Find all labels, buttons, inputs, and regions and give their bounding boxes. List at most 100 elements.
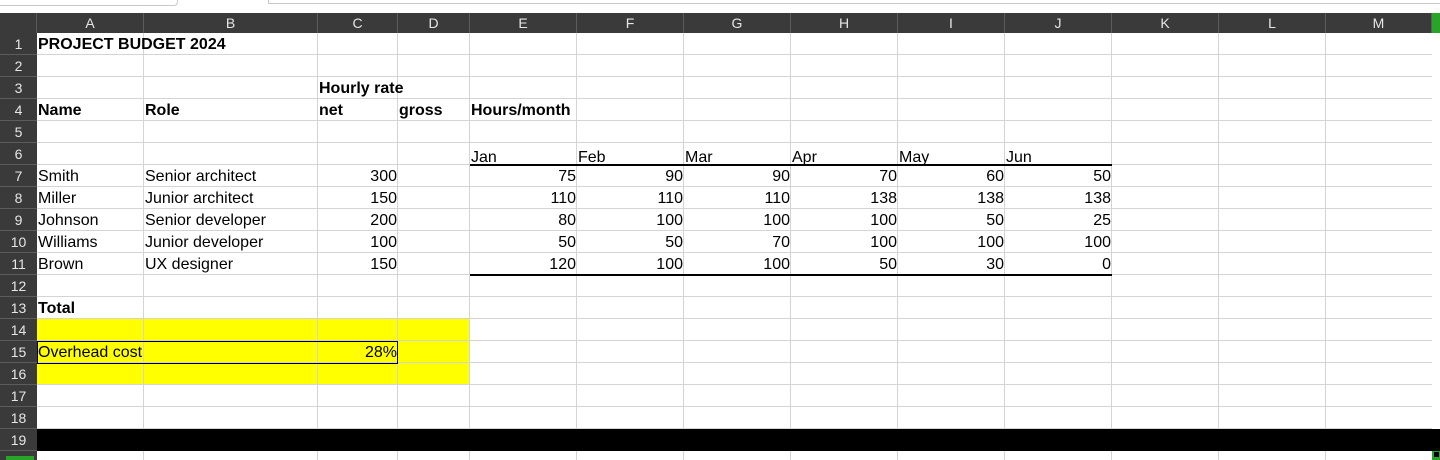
grid-cell-I18[interactable] — [898, 407, 1005, 429]
grid-cell-M17[interactable] — [1326, 385, 1432, 407]
cell-H8[interactable]: 138 — [870, 190, 897, 207]
row-header-11[interactable]: 11 — [0, 253, 37, 275]
grid-cell-K7[interactable] — [1112, 165, 1219, 187]
grid-cell-E7[interactable] — [470, 165, 577, 187]
grid-cell-D13[interactable] — [398, 297, 470, 319]
grid-cell-G7[interactable] — [684, 165, 791, 187]
grid-cell-L6[interactable] — [1219, 143, 1326, 165]
grid-cell-L10[interactable] — [1219, 231, 1326, 253]
grid-cell-J2[interactable] — [1005, 55, 1112, 77]
row-header-10[interactable]: 10 — [0, 231, 37, 253]
grid-cell-E9[interactable] — [470, 209, 577, 231]
grid-cell-C9[interactable] — [318, 209, 398, 231]
cell-H7[interactable]: 70 — [879, 168, 897, 185]
cell-I11[interactable]: 30 — [986, 256, 1004, 273]
grid-cell-B17[interactable] — [144, 385, 318, 407]
grid-cell-C17[interactable] — [318, 385, 398, 407]
cell-C7[interactable]: 300 — [370, 168, 397, 185]
cell-J7[interactable]: 50 — [1093, 168, 1111, 185]
grid-cell-D6[interactable] — [398, 143, 470, 165]
grid-cell-L14[interactable] — [1219, 319, 1326, 341]
grid-cell-B15[interactable] — [144, 341, 318, 363]
cell-H10[interactable]: 100 — [870, 234, 897, 251]
cell-A11[interactable]: Brown — [38, 256, 84, 273]
grid-cell-J16[interactable] — [1005, 363, 1112, 385]
grid-cell-E2[interactable] — [470, 55, 577, 77]
grid-cell-D5[interactable] — [398, 121, 470, 143]
grid-cell-A8[interactable] — [37, 187, 144, 209]
grid-cell-I7[interactable] — [898, 165, 1005, 187]
grid-cell-E3[interactable] — [470, 77, 577, 99]
grid-cell-H4[interactable] — [791, 99, 898, 121]
grid-cell-I8[interactable] — [898, 187, 1005, 209]
grid-cell-F15[interactable] — [577, 341, 684, 363]
row-header-13[interactable]: 13 — [0, 297, 37, 319]
grid-cell-B1[interactable] — [144, 33, 318, 55]
grid-cell-F9[interactable] — [577, 209, 684, 231]
grid-cell-E18[interactable] — [470, 407, 577, 429]
cell-C8[interactable]: 150 — [370, 190, 397, 207]
grid-cell-H13[interactable] — [791, 297, 898, 319]
grid-cell-I16[interactable] — [898, 363, 1005, 385]
row-header-8[interactable]: 8 — [0, 187, 37, 209]
grid-cell-M1[interactable] — [1326, 33, 1432, 55]
grid-cell-H8[interactable] — [791, 187, 898, 209]
cell-D4[interactable]: gross — [399, 102, 443, 119]
grid-cell-B9[interactable] — [144, 209, 318, 231]
grid-cell-L15[interactable] — [1219, 341, 1326, 363]
grid-cell-E8[interactable] — [470, 187, 577, 209]
grid-cell-K3[interactable] — [1112, 77, 1219, 99]
cell-A9[interactable]: Johnson — [38, 212, 99, 229]
grid-cell-L8[interactable] — [1219, 187, 1326, 209]
grid-cell-K11[interactable] — [1112, 253, 1219, 275]
cell-C4[interactable]: net — [319, 102, 343, 119]
row-header-3[interactable]: 3 — [0, 77, 37, 99]
grid-cell-C1[interactable] — [318, 33, 398, 55]
grid-cell-M7[interactable] — [1326, 165, 1432, 187]
grid-cell-M5[interactable] — [1326, 121, 1432, 143]
grid-cell-D3[interactable] — [398, 77, 470, 99]
cell-B9[interactable]: Senior developer — [145, 212, 266, 229]
grid-cell-D18[interactable] — [398, 407, 470, 429]
grid-cell-A1[interactable] — [37, 33, 144, 55]
cell-E7[interactable]: 75 — [558, 168, 576, 185]
grid-cell-H5[interactable] — [791, 121, 898, 143]
grid-cell-M9[interactable] — [1326, 209, 1432, 231]
cell-I7[interactable]: 60 — [986, 168, 1004, 185]
grid-cell-A2[interactable] — [37, 55, 144, 77]
grid-cell-F8[interactable] — [577, 187, 684, 209]
grid-cell-A4[interactable] — [37, 99, 144, 121]
cell-B4[interactable]: Role — [145, 102, 180, 119]
grid-cell-K8[interactable] — [1112, 187, 1219, 209]
grid-cell-H12[interactable] — [791, 275, 898, 297]
grid-cell-L18[interactable] — [1219, 407, 1326, 429]
grid-cell-D14[interactable] — [398, 319, 470, 341]
grid-cell-H7[interactable] — [791, 165, 898, 187]
cell-E11[interactable]: 120 — [549, 256, 576, 273]
grid-cell-H17[interactable] — [791, 385, 898, 407]
grid-cell-G8[interactable] — [684, 187, 791, 209]
grid-cell-F18[interactable] — [577, 407, 684, 429]
cell-E4[interactable]: Hours/month — [471, 102, 571, 119]
row-header-17[interactable]: 17 — [0, 385, 37, 407]
cell-G6[interactable]: Mar — [685, 149, 713, 166]
grid-cell-J14[interactable] — [1005, 319, 1112, 341]
grid-cell-L2[interactable] — [1219, 55, 1326, 77]
cell-J8[interactable]: 138 — [1084, 190, 1111, 207]
grid-cell-M11[interactable] — [1326, 253, 1432, 275]
grid-cell-F13[interactable] — [577, 297, 684, 319]
grid-cell-J18[interactable] — [1005, 407, 1112, 429]
grid-cell-G10[interactable] — [684, 231, 791, 253]
grid-cell-F14[interactable] — [577, 319, 684, 341]
grid-cell-M16[interactable] — [1326, 363, 1432, 385]
grid-cell-J15[interactable] — [1005, 341, 1112, 363]
row-header-14[interactable]: 14 — [0, 319, 37, 341]
row-header-19[interactable]: 19 — [0, 429, 37, 451]
row-header-5[interactable]: 5 — [0, 121, 37, 143]
row-header-7[interactable]: 7 — [0, 165, 37, 187]
row-header-18[interactable]: 18 — [0, 407, 37, 429]
grid-cell-A12[interactable] — [37, 275, 144, 297]
grid-cell-A14[interactable] — [37, 319, 144, 341]
grid-cell-G9[interactable] — [684, 209, 791, 231]
grid-cell-L5[interactable] — [1219, 121, 1326, 143]
